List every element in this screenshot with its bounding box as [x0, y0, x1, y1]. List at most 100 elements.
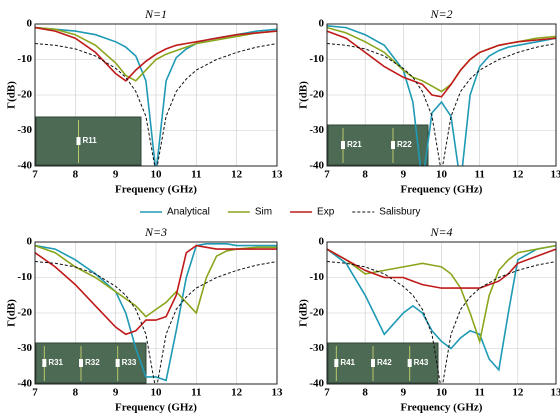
series-line — [35, 26, 277, 82]
x-tick-label: 12 — [231, 387, 243, 399]
x-tick-label: 7 — [32, 169, 38, 181]
y-tick-label: -40 — [309, 160, 324, 172]
series-line — [35, 26, 277, 82]
plot-lines — [35, 26, 277, 166]
inset-photo — [35, 116, 142, 166]
y-tick-label: 0 — [27, 18, 33, 30]
y-tick-label: -40 — [17, 378, 32, 390]
y-tick-label: -10 — [17, 53, 32, 65]
chart-title: N=2 — [429, 7, 452, 21]
plot-lines — [35, 243, 277, 384]
x-tick-label: 13 — [272, 387, 284, 399]
plot-frame — [34, 23, 278, 167]
x-tick-label: 10 — [436, 387, 448, 399]
x-tick-label: 7 — [324, 169, 330, 181]
inset-resistor — [341, 141, 345, 149]
series-line — [35, 244, 277, 336]
x-tick-label: 8 — [362, 169, 368, 181]
y-tick-label: -10 — [17, 271, 32, 283]
inset-resistor — [391, 141, 395, 149]
inset-label: R32 — [85, 358, 100, 367]
x-tick-label: 9 — [401, 387, 407, 399]
y-tick-label: -30 — [17, 124, 32, 136]
x-tick-label: 8 — [73, 169, 79, 181]
y-tick-label: -20 — [309, 307, 324, 319]
legend-label: Sim — [255, 207, 272, 218]
x-tick-label: 10 — [151, 169, 163, 181]
inset-resistor — [407, 359, 412, 367]
plot-frame — [326, 241, 557, 385]
plot-frame — [34, 241, 278, 385]
x-tick-label: 12 — [512, 169, 524, 181]
inset-label: R41 — [340, 358, 355, 367]
series-line — [327, 30, 556, 98]
x-tick-label: 7 — [324, 387, 330, 399]
inset-resistor — [334, 359, 339, 367]
legend-label: Salisbury — [379, 207, 420, 218]
x-tick-label: 9 — [113, 387, 119, 399]
x-axis-label: Frequency (GHz) — [401, 184, 483, 196]
y-tick-label: -40 — [17, 160, 32, 172]
legend-label: Analytical — [167, 207, 210, 218]
inset-resistor — [79, 359, 83, 367]
plot-frame — [326, 23, 557, 167]
x-tick-label: 7 — [32, 387, 38, 399]
y-tick-label: 0 — [319, 18, 325, 30]
y-tick-label: -20 — [17, 307, 32, 319]
series-line — [327, 261, 556, 384]
inset-photo — [327, 342, 439, 384]
inset-resistor — [371, 359, 375, 367]
inset-label: R21 — [347, 140, 362, 149]
x-tick-label: 10 — [436, 169, 448, 181]
y-tick-label: -10 — [309, 271, 324, 283]
chart-title: N=1 — [144, 7, 167, 21]
y-axis-label: Γ(dB) — [298, 81, 310, 109]
x-tick-label: 10 — [151, 387, 163, 399]
inset-photo — [35, 342, 147, 384]
plot-lines — [327, 244, 556, 384]
inset-label: R22 — [397, 140, 412, 149]
y-tick-label: -20 — [309, 89, 324, 101]
legend-label: Exp — [317, 207, 335, 218]
series-line — [35, 261, 277, 384]
y-axis-label: Γ(dB) — [298, 299, 310, 327]
x-axis-label: Frequency (GHz) — [401, 402, 483, 414]
x-tick-label: 11 — [474, 169, 484, 181]
y-tick-label: -10 — [309, 53, 324, 65]
x-tick-label: 13 — [272, 169, 284, 181]
x-axis-label: Frequency (GHz) — [115, 402, 197, 414]
inset-resistor — [76, 137, 81, 145]
inset-resistor — [115, 359, 120, 367]
x-tick-label: 12 — [231, 169, 243, 181]
series-line — [327, 244, 556, 372]
inset-label: R43 — [414, 358, 429, 367]
x-tick-label: 11 — [474, 387, 484, 399]
x-tick-label: 9 — [401, 169, 407, 181]
x-tick-label: 12 — [512, 387, 524, 399]
x-tick-label: 11 — [191, 169, 201, 181]
x-tick-label: 13 — [551, 169, 560, 181]
inset-label: R33 — [122, 358, 137, 367]
y-tick-label: 0 — [27, 236, 33, 248]
y-axis-label: Γ(dB) — [6, 299, 18, 327]
y-tick-label: -30 — [17, 342, 32, 354]
plot-lines — [327, 25, 556, 166]
inset-label: R11 — [83, 136, 98, 145]
x-tick-label: 11 — [191, 387, 201, 399]
series-line — [327, 25, 556, 166]
x-tick-label: 8 — [362, 387, 368, 399]
inset-label: R31 — [48, 358, 63, 367]
x-axis-label: Frequency (GHz) — [115, 184, 197, 196]
x-tick-label: 13 — [551, 387, 560, 399]
chart-title: N=4 — [429, 225, 452, 239]
series-line — [35, 43, 277, 166]
y-axis-label: Γ(dB) — [6, 81, 18, 109]
y-tick-label: -30 — [309, 342, 324, 354]
y-tick-label: 0 — [319, 236, 325, 248]
chart-title: N=3 — [144, 225, 167, 239]
y-tick-label: -40 — [309, 378, 324, 390]
y-tick-label: -30 — [309, 124, 324, 136]
series-line — [327, 43, 556, 166]
inset-label: R42 — [377, 358, 392, 367]
